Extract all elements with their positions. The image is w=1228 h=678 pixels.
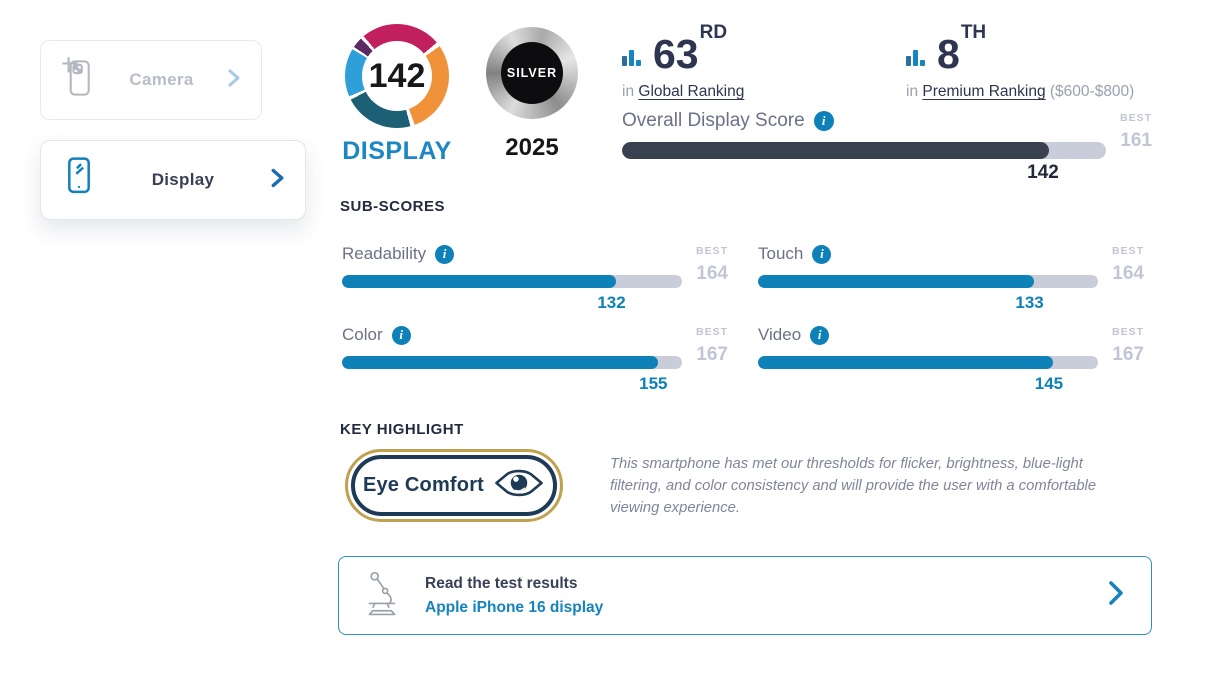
- best-caption: BEST: [695, 326, 728, 338]
- color-bar: [342, 356, 682, 369]
- sub-scores-grid: Readability i 132 BEST 164 Touch i 133: [342, 241, 1145, 394]
- overall-score-number: 142: [362, 41, 432, 111]
- eye-comfort-badge: Eye Comfort: [345, 449, 563, 522]
- info-icon[interactable]: i: [391, 325, 411, 345]
- key-highlight-description: This smartphone has met our thresholds f…: [610, 456, 1097, 516]
- medal-badge: SILVER 2025: [484, 27, 580, 162]
- microscope-icon: [363, 570, 401, 621]
- global-ranking-block: 63RD in Global Ranking: [622, 22, 745, 101]
- info-icon[interactable]: i: [813, 111, 834, 131]
- readability-best: 164: [696, 263, 728, 284]
- subscore-video: Video i 145 BEST 167: [758, 322, 1145, 394]
- score-category-label: DISPLAY: [342, 137, 452, 165]
- touch-label: Touch: [758, 244, 804, 263]
- overall-best-block: BEST 161: [1112, 112, 1152, 152]
- best-caption: BEST: [1111, 326, 1144, 338]
- overall-score-label: Overall Display Score: [622, 110, 805, 131]
- color-label: Color: [342, 325, 383, 344]
- touch-bar: [758, 275, 1098, 288]
- global-rank-position: 63: [653, 31, 699, 77]
- premium-ranking-block: 8TH in Premium Ranking ($600-$800): [906, 22, 1135, 101]
- premium-rank-position: 8: [937, 31, 960, 77]
- best-caption: BEST: [1111, 245, 1144, 257]
- video-best: 167: [1112, 344, 1144, 365]
- video-label: Video: [758, 325, 802, 344]
- sidebar-item-camera-label: Camera: [129, 70, 194, 89]
- subscore-touch: Touch i 133 BEST 164: [758, 241, 1145, 313]
- video-value: 145: [1034, 374, 1064, 393]
- readability-label: Readability: [342, 244, 427, 263]
- info-icon[interactable]: i: [810, 325, 830, 345]
- chevron-right-icon: [269, 167, 285, 194]
- sub-scores-heading: SUB-SCORES: [340, 198, 446, 215]
- premium-rank-ordinal: TH: [960, 22, 987, 43]
- medal-label: SILVER: [501, 42, 563, 104]
- video-bar: [758, 356, 1098, 369]
- score-ring-logo: 142: [345, 24, 449, 128]
- subscore-color: Color i 155 BEST 167: [342, 322, 728, 394]
- sidebar-item-display-label: Display: [151, 170, 215, 189]
- camera-phone-icon: [61, 55, 97, 106]
- subscore-readability: Readability i 132 BEST 164: [342, 241, 728, 313]
- cta-device-link[interactable]: Apple iPhone 16 display: [425, 598, 604, 616]
- dxomark-score-badge: 142 DISPLAY: [342, 24, 452, 166]
- cta-title: Read the test results: [425, 574, 578, 592]
- premium-price-range: ($600-$800): [1049, 83, 1135, 100]
- readability-value: 132: [597, 293, 626, 312]
- silver-medal-icon: SILVER: [486, 27, 578, 119]
- info-icon[interactable]: i: [435, 244, 455, 264]
- color-best: 167: [696, 344, 728, 365]
- premium-ranking-link[interactable]: Premium Ranking: [922, 83, 1046, 100]
- overall-best-value: 161: [1120, 130, 1152, 151]
- info-icon[interactable]: i: [812, 244, 832, 264]
- readability-bar: [342, 275, 682, 288]
- chevron-right-icon: [1108, 580, 1125, 611]
- color-value: 155: [639, 374, 668, 393]
- overall-score-bar: [622, 142, 1106, 159]
- global-rank-ordinal: RD: [699, 22, 728, 43]
- read-test-results-card[interactable]: Read the test results Apple iPhone 16 di…: [338, 556, 1152, 635]
- rank-prefix: in: [622, 83, 635, 100]
- ranking-bars-icon: [622, 47, 643, 73]
- sidebar-item-camera[interactable]: Camera: [40, 40, 262, 120]
- display-phone-icon: [61, 155, 97, 206]
- key-highlight-heading: KEY HIGHLIGHT: [340, 421, 464, 438]
- sidebar-item-display[interactable]: Display: [40, 140, 306, 220]
- chevron-right-icon: [226, 68, 241, 93]
- eye-comfort-label: Eye Comfort: [362, 474, 485, 496]
- touch-value: 133: [1015, 293, 1044, 312]
- medal-year: 2025: [505, 134, 559, 161]
- touch-best: 164: [1112, 263, 1144, 284]
- ranking-bars-icon: [906, 47, 927, 73]
- best-caption: BEST: [1119, 112, 1152, 124]
- overall-score-value: 142: [1027, 162, 1059, 183]
- overall-score-block: Overall Display Score i 142: [622, 110, 1106, 184]
- global-ranking-link[interactable]: Global Ranking: [638, 83, 745, 100]
- rank-prefix: in: [906, 83, 919, 100]
- best-caption: BEST: [695, 245, 728, 257]
- eye-icon: [493, 466, 545, 505]
